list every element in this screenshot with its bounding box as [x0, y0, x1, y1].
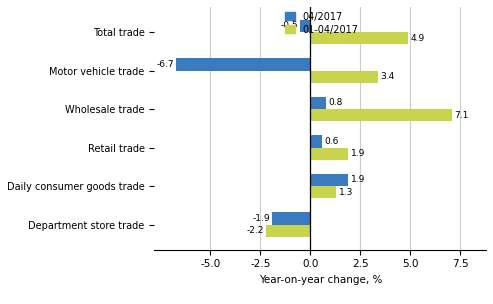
Bar [310, 147, 348, 160]
Bar [310, 109, 452, 121]
Bar [310, 97, 326, 109]
Text: -2.2: -2.2 [246, 226, 264, 235]
Text: 1.9: 1.9 [351, 149, 365, 158]
Text: 1.9: 1.9 [351, 175, 365, 185]
Text: 0.6: 0.6 [324, 137, 339, 146]
Text: 0.8: 0.8 [329, 98, 343, 107]
Bar [310, 32, 408, 44]
Text: 1.3: 1.3 [339, 188, 353, 197]
Legend: 04/2017, 01-04/2017: 04/2017, 01-04/2017 [285, 12, 359, 35]
Bar [310, 71, 378, 83]
Bar [310, 186, 336, 199]
Bar [300, 20, 310, 32]
Bar [266, 225, 310, 237]
Bar [310, 135, 322, 147]
Text: 3.4: 3.4 [381, 72, 395, 81]
Text: -6.7: -6.7 [156, 60, 174, 69]
Text: 4.9: 4.9 [411, 34, 425, 43]
X-axis label: Year-on-year change, %: Year-on-year change, % [258, 275, 382, 285]
Bar [272, 212, 310, 225]
Bar [310, 174, 348, 186]
Text: -1.9: -1.9 [252, 214, 270, 223]
Text: 7.1: 7.1 [455, 111, 469, 120]
Bar [176, 58, 310, 71]
Text: -0.5: -0.5 [280, 21, 298, 30]
